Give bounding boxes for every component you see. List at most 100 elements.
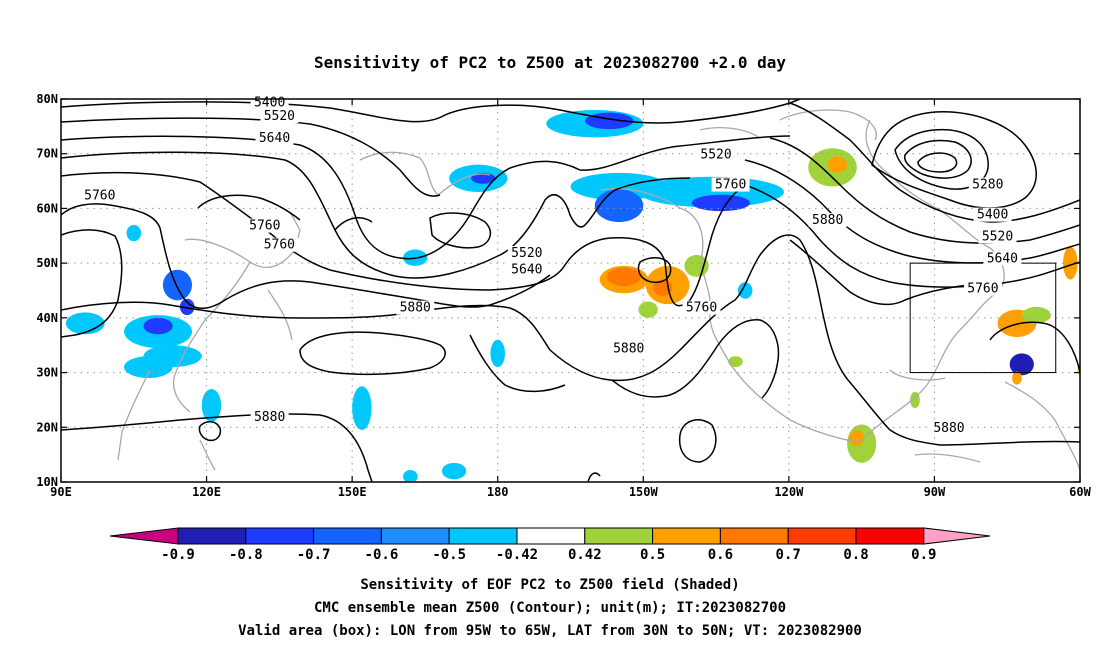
shaded-patch-15 (471, 172, 496, 184)
shaded-patch-4 (143, 317, 173, 335)
shaded-patch-6 (124, 356, 173, 379)
colorbar-swatch-0 (177, 527, 247, 545)
x-tick-label: 120E (192, 485, 221, 499)
contour-label-bg (507, 262, 546, 277)
contour-label: 5520 (511, 246, 542, 261)
contour-label-bg (507, 245, 546, 260)
z500-contours (61, 99, 1080, 482)
shaded-patch-8 (201, 388, 222, 422)
shaded-patch-25 (606, 267, 641, 287)
y-tick-label: 40N (36, 311, 58, 325)
contour-label: 5880 (613, 342, 644, 357)
contour-label: 5880 (400, 301, 431, 316)
colorbar-swatch-10 (855, 527, 925, 545)
colorbar-upper-triangle (923, 527, 991, 545)
y-tick-label: 30N (36, 366, 58, 380)
x-tick-label: 150E (338, 485, 367, 499)
contour-label-bg (260, 237, 299, 252)
colorbar-label: -0.8 (229, 547, 263, 563)
shaded-patch-10 (403, 469, 418, 482)
shaded-patch-7 (65, 312, 105, 335)
map-background (61, 99, 1080, 482)
contour-label: 5520 (264, 109, 295, 124)
colorbar-label: -0.5 (432, 547, 466, 563)
contour-label-bg (697, 147, 736, 162)
captions: Sensitivity of EOF PC2 to Z500 field (Sh… (238, 577, 862, 639)
y-tick-label: 20N (36, 420, 58, 434)
colorbar-swatch-1 (245, 527, 315, 545)
y-tick-label: 50N (36, 256, 58, 270)
shaded-patch-29 (638, 301, 658, 318)
y-tick-label: 70N (36, 147, 58, 161)
y-tick-label: 60N (36, 201, 58, 215)
contour-label-bg (255, 131, 294, 146)
contour-label: 5760 (249, 219, 280, 234)
contour-label: 5280 (972, 178, 1003, 193)
contour-label: 5520 (700, 147, 731, 162)
contour-label-bg (260, 109, 299, 124)
contour-label: 5400 (977, 208, 1008, 223)
contour-label-bg (80, 188, 119, 203)
y-tick-label: 80N (36, 92, 58, 106)
contour-label: 5760 (686, 301, 717, 316)
contour-label: 5760 (84, 188, 115, 203)
colorbar-swatch-7 (652, 527, 721, 545)
colorbar-swatch-4 (448, 527, 518, 545)
contour-label: 5880 (254, 410, 285, 425)
contour-label-bg (929, 421, 968, 436)
valid-area-box (909, 262, 1057, 374)
y-tick-label: 10N (36, 475, 58, 489)
colorbar-lower-triangle (109, 527, 179, 545)
contour-label-bg (983, 251, 1022, 266)
shaded-patch-33 (1021, 306, 1051, 324)
x-tick-label: 120W (774, 485, 804, 499)
x-tick-label: 90W (924, 485, 946, 499)
contour-label-bg (609, 341, 648, 356)
colorbar-label: 0.7 (776, 547, 801, 563)
x-tick-label: 150W (629, 485, 659, 499)
contour-label-bg (963, 281, 1002, 296)
contour-label-bg (250, 410, 289, 425)
contour-label-bg (245, 218, 284, 233)
colorbar-label: -0.7 (297, 547, 331, 563)
caption-line-3: Valid area (box): LON from 95W to 65W, L… (238, 623, 862, 639)
colorbar-label: 0.9 (911, 547, 936, 563)
shaded-patch-11 (441, 462, 467, 480)
contour-label: 5640 (259, 131, 290, 146)
map-frame (60, 98, 1081, 483)
contour-label-bg (808, 213, 847, 228)
colorbar-label: -0.6 (365, 547, 399, 563)
contour-label: 5880 (933, 421, 964, 436)
figure-title: Sensitivity of PC2 to Z500 at 2023082700… (314, 53, 786, 72)
contour-label: 5640 (511, 262, 542, 277)
x-tick-label: 180 (487, 485, 509, 499)
colorbar-label: -0.42 (496, 547, 538, 563)
shaded-patch-2 (179, 298, 195, 316)
shaded-patch-22 (737, 282, 753, 299)
colorbar-swatch-8 (719, 527, 789, 545)
colorbar-label: 0.42 (568, 547, 602, 563)
shaded-patch-34 (1012, 371, 1022, 385)
shaded-patch-0 (126, 224, 142, 242)
contour-label: 5760 (264, 238, 295, 253)
contour-label: 5760 (967, 282, 998, 297)
contour-label-bg (396, 300, 435, 315)
colorbar-label: -0.9 (161, 547, 195, 563)
x-tick-label: 60W (1069, 485, 1091, 499)
shaded-patch-19 (594, 189, 644, 223)
shaded-patch-35 (1063, 246, 1078, 280)
shaded-patch-40 (849, 430, 865, 447)
contour-label-bg (968, 177, 1007, 192)
contour-label-bg (682, 300, 721, 315)
contour-label: 5640 (987, 251, 1018, 266)
x-tick-label: 90E (50, 485, 72, 499)
shaded-patch-31 (827, 156, 848, 173)
contour-label: 5760 (715, 178, 746, 193)
contour-label-bg (978, 229, 1017, 244)
shaded-patch-23 (1009, 353, 1034, 376)
colorbar-swatch-6 (584, 527, 654, 545)
contour-label-bg (973, 207, 1012, 222)
colorbar-label: 0.6 (708, 547, 733, 563)
colorbar-swatch-3 (380, 527, 450, 545)
